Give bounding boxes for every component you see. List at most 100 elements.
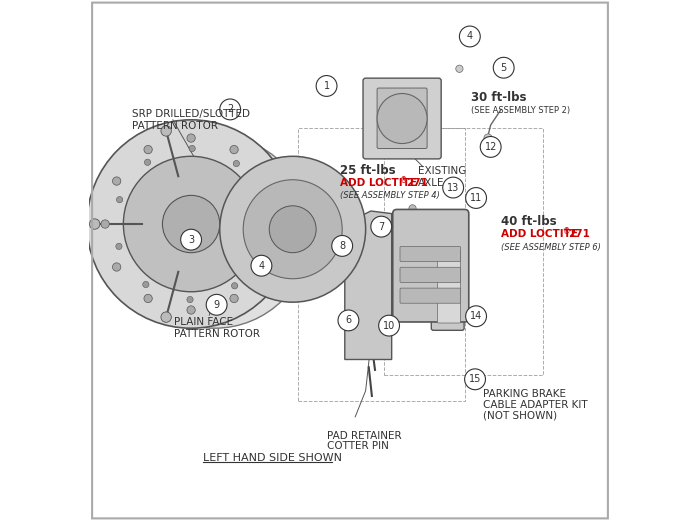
Text: ADD LOCTITE: ADD LOCTITE — [340, 178, 416, 189]
Text: (SEE ASSEMBLY STEP 4): (SEE ASSEMBLY STEP 4) — [340, 191, 440, 201]
Circle shape — [113, 263, 121, 271]
Circle shape — [466, 188, 486, 208]
Text: 2: 2 — [227, 104, 233, 115]
Text: PAD RETAINER: PAD RETAINER — [327, 431, 401, 441]
Circle shape — [101, 220, 109, 228]
Text: PARKING BRAKE: PARKING BRAKE — [483, 389, 566, 400]
Circle shape — [230, 145, 238, 154]
Text: 4: 4 — [258, 260, 265, 271]
Circle shape — [220, 99, 241, 120]
Circle shape — [243, 180, 342, 279]
Text: (SEE ASSEMBLY STEP 2): (SEE ASSEMBLY STEP 2) — [471, 106, 570, 116]
Circle shape — [465, 369, 486, 390]
FancyBboxPatch shape — [400, 246, 461, 262]
Circle shape — [189, 145, 195, 152]
Circle shape — [484, 134, 492, 142]
Circle shape — [123, 156, 259, 292]
Text: 12: 12 — [484, 142, 497, 152]
Circle shape — [187, 306, 195, 314]
Circle shape — [379, 315, 400, 336]
Circle shape — [87, 120, 295, 328]
Circle shape — [161, 126, 172, 136]
Circle shape — [144, 294, 153, 303]
Text: 7: 7 — [378, 221, 384, 232]
Circle shape — [332, 235, 353, 256]
Text: 271: 271 — [406, 178, 428, 189]
Circle shape — [233, 160, 239, 167]
Circle shape — [316, 76, 337, 96]
Circle shape — [162, 195, 220, 253]
Text: 6: 6 — [345, 315, 351, 326]
Circle shape — [187, 134, 195, 142]
FancyBboxPatch shape — [400, 288, 461, 303]
Circle shape — [261, 263, 270, 271]
Text: PLAIN FACE
PATTERN ROTOR: PLAIN FACE PATTERN ROTOR — [174, 317, 260, 339]
Circle shape — [261, 177, 270, 185]
Text: (SEE ASSEMBLY STEP 6): (SEE ASSEMBLY STEP 6) — [501, 243, 601, 252]
Text: ®: ® — [400, 176, 407, 185]
FancyBboxPatch shape — [438, 251, 461, 323]
Text: 1: 1 — [323, 81, 330, 91]
Circle shape — [113, 177, 121, 185]
Circle shape — [270, 206, 316, 253]
Circle shape — [259, 256, 269, 265]
Text: 30 ft-lbs: 30 ft-lbs — [471, 92, 527, 104]
Circle shape — [206, 294, 227, 315]
Text: 13: 13 — [447, 182, 459, 193]
Circle shape — [494, 57, 514, 78]
Circle shape — [118, 135, 311, 328]
Circle shape — [377, 94, 427, 144]
Circle shape — [116, 196, 122, 203]
Circle shape — [466, 306, 486, 327]
FancyBboxPatch shape — [431, 243, 464, 330]
Circle shape — [232, 283, 238, 289]
Text: (NOT SHOWN): (NOT SHOWN) — [483, 410, 557, 420]
Text: 4: 4 — [467, 31, 473, 42]
Circle shape — [375, 228, 383, 235]
Circle shape — [456, 65, 463, 72]
Circle shape — [251, 255, 272, 276]
Circle shape — [273, 220, 281, 228]
Text: 10: 10 — [383, 320, 395, 331]
Text: 3: 3 — [188, 234, 194, 245]
Text: 271: 271 — [568, 229, 590, 240]
Text: EXISTING
AXLE: EXISTING AXLE — [418, 166, 466, 188]
Text: COTTER PIN: COTTER PIN — [327, 441, 389, 452]
Text: ®: ® — [563, 227, 570, 236]
Text: SRP DRILLED/SLOTTED
PATTERN ROTOR: SRP DRILLED/SLOTTED PATTERN ROTOR — [132, 109, 250, 131]
Text: 25 ft-lbs: 25 ft-lbs — [340, 165, 396, 177]
Circle shape — [187, 296, 193, 303]
Circle shape — [181, 229, 202, 250]
FancyBboxPatch shape — [363, 78, 441, 159]
Text: CABLE ADAPTER KIT: CABLE ADAPTER KIT — [483, 400, 587, 410]
Circle shape — [270, 267, 280, 278]
Text: 14: 14 — [470, 311, 482, 321]
FancyBboxPatch shape — [393, 209, 469, 322]
Circle shape — [480, 137, 501, 157]
Circle shape — [409, 205, 416, 212]
Polygon shape — [345, 211, 392, 359]
Text: 15: 15 — [469, 374, 481, 384]
Text: 8: 8 — [339, 241, 345, 251]
Circle shape — [144, 159, 150, 165]
Text: LEFT HAND SIDE SHOWN: LEFT HAND SIDE SHOWN — [203, 453, 342, 464]
Circle shape — [167, 185, 261, 279]
Circle shape — [442, 177, 463, 198]
Circle shape — [161, 312, 172, 322]
Circle shape — [220, 156, 365, 302]
Text: ADD LOCTITE: ADD LOCTITE — [501, 229, 578, 240]
Text: 11: 11 — [470, 193, 482, 203]
Circle shape — [260, 199, 267, 205]
Text: 40 ft-lbs: 40 ft-lbs — [501, 215, 556, 228]
Circle shape — [116, 243, 122, 250]
Circle shape — [90, 219, 100, 229]
Text: 9: 9 — [214, 300, 220, 310]
FancyBboxPatch shape — [377, 88, 427, 148]
Circle shape — [144, 145, 153, 154]
Circle shape — [260, 245, 266, 252]
Circle shape — [269, 269, 278, 278]
Text: 5: 5 — [500, 63, 507, 73]
Circle shape — [143, 281, 149, 288]
Circle shape — [338, 310, 359, 331]
Circle shape — [341, 233, 349, 241]
